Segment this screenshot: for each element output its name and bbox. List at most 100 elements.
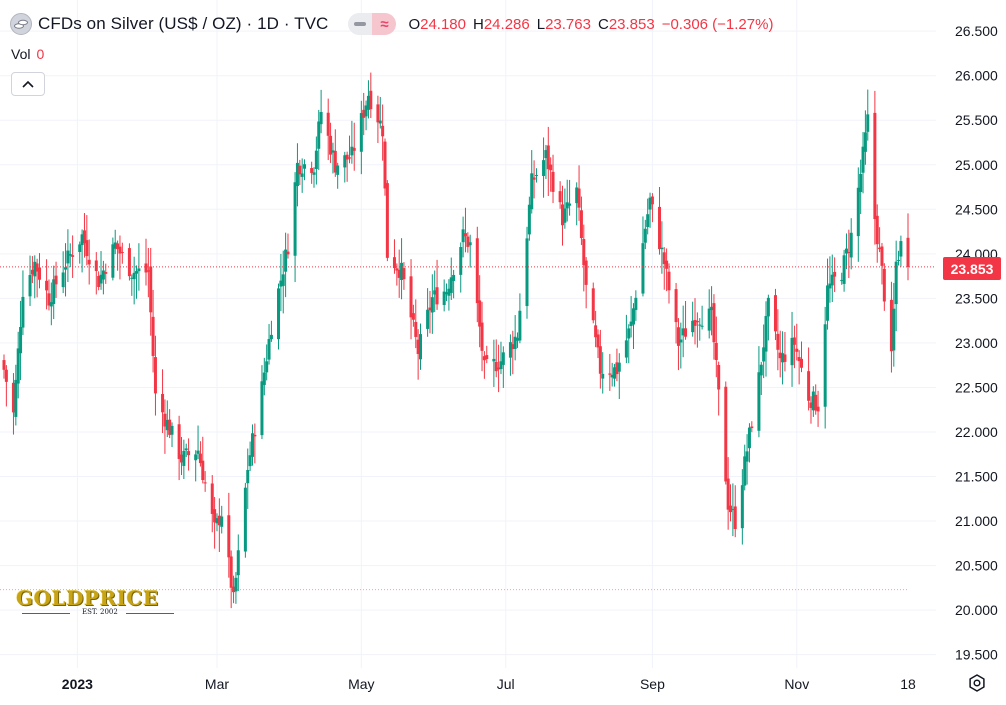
candle-body bbox=[560, 204, 564, 226]
candle-body bbox=[792, 337, 796, 345]
candle-body bbox=[844, 248, 848, 254]
candle-body bbox=[52, 279, 56, 305]
ohlc-open: O24.180 bbox=[408, 15, 466, 33]
time-axis-pane bbox=[0, 668, 1006, 705]
y-tick-label: 25.500 bbox=[955, 112, 998, 128]
candle-body bbox=[215, 518, 219, 524]
y-tick-label: 21.500 bbox=[955, 469, 998, 485]
candle-body bbox=[863, 132, 867, 152]
ohlc-low: L23.763 bbox=[536, 15, 591, 33]
candle-body bbox=[650, 196, 654, 205]
candle-body bbox=[132, 272, 136, 280]
candle-body bbox=[409, 276, 413, 318]
candle-body bbox=[648, 197, 652, 210]
candle-body bbox=[598, 346, 602, 374]
candle-body bbox=[286, 251, 290, 255]
candle-body bbox=[153, 357, 157, 394]
candle-body bbox=[631, 308, 635, 325]
candle-body bbox=[684, 328, 688, 337]
candle-body bbox=[842, 255, 846, 284]
candle-body bbox=[530, 173, 534, 210]
candle-body bbox=[179, 454, 183, 463]
candle-body bbox=[676, 327, 680, 346]
candle-body bbox=[94, 260, 98, 272]
candle-body bbox=[333, 150, 337, 173]
candle-body bbox=[658, 206, 662, 250]
candle-body bbox=[284, 249, 288, 272]
chart-settings-button[interactable] bbox=[965, 673, 989, 697]
candle-body bbox=[161, 393, 165, 413]
candle-body bbox=[428, 307, 432, 311]
candle-body bbox=[773, 295, 777, 332]
candle-body bbox=[617, 362, 621, 372]
candle-body bbox=[797, 357, 801, 362]
candle-body bbox=[54, 275, 58, 285]
candle-body bbox=[120, 252, 124, 254]
candle-body bbox=[733, 506, 737, 530]
candle-body bbox=[352, 147, 356, 151]
candle-body bbox=[608, 373, 612, 375]
candle-body bbox=[643, 228, 647, 243]
candle-body bbox=[840, 279, 844, 281]
candle-body bbox=[532, 177, 536, 180]
candle-body bbox=[144, 263, 148, 273]
candle-body bbox=[279, 280, 283, 287]
candle-body bbox=[667, 271, 671, 291]
candle-body bbox=[281, 274, 285, 286]
candle-body bbox=[213, 509, 217, 523]
candle-body bbox=[78, 244, 82, 252]
candle-body bbox=[19, 326, 23, 354]
candle-body bbox=[577, 188, 581, 208]
candle-body bbox=[594, 325, 598, 338]
candle-body bbox=[757, 372, 761, 431]
candle-body bbox=[303, 164, 307, 169]
symbol-title[interactable]: CFDs on Silver (US$ / OZ) · 1D · TVC bbox=[38, 14, 329, 33]
candle-body bbox=[551, 171, 555, 192]
candle-body bbox=[546, 145, 550, 170]
candle-body bbox=[253, 434, 257, 437]
candle-body bbox=[187, 451, 191, 456]
candle-body bbox=[646, 214, 650, 228]
candle-body bbox=[693, 319, 697, 326]
candle-body bbox=[104, 272, 108, 274]
y-tick-label: 26.000 bbox=[955, 68, 998, 84]
x-tick-label: Nov bbox=[784, 676, 809, 692]
candle-body bbox=[343, 155, 347, 168]
candle-body bbox=[182, 450, 186, 466]
candle-body bbox=[411, 313, 415, 320]
candle-body bbox=[246, 469, 250, 484]
goldprice-logo: GOLDPRICE EST. 2002 bbox=[16, 587, 182, 621]
ohlc-change: −0.306 (−1.27%) bbox=[661, 15, 774, 33]
hide-series-button[interactable] bbox=[348, 13, 373, 35]
candle-body bbox=[449, 277, 453, 293]
y-tick-label: 26.500 bbox=[955, 23, 998, 39]
volume-value: 0 bbox=[36, 46, 45, 62]
settings-icon bbox=[967, 673, 987, 698]
candle-body bbox=[816, 406, 820, 412]
candle-body bbox=[485, 355, 489, 360]
candle-body bbox=[613, 367, 617, 379]
compare-wave-button[interactable]: ≈ bbox=[372, 13, 397, 35]
candle-body bbox=[433, 290, 437, 295]
candle-body bbox=[591, 288, 595, 321]
series-toggle-group: ≈ bbox=[348, 13, 397, 35]
collapse-legend-button[interactable] bbox=[11, 72, 45, 96]
candle-body bbox=[194, 454, 198, 461]
candle-body bbox=[601, 373, 605, 379]
x-tick-label: May bbox=[348, 676, 374, 692]
candle-body bbox=[679, 339, 683, 343]
candle-body bbox=[726, 478, 730, 510]
candle-body bbox=[68, 254, 72, 256]
candle-body bbox=[395, 268, 399, 271]
candle-body bbox=[641, 243, 645, 294]
candle-body bbox=[833, 271, 837, 277]
candle-body bbox=[478, 300, 482, 327]
candle-body bbox=[310, 168, 314, 173]
candle-body bbox=[828, 283, 832, 289]
candle-body bbox=[267, 338, 271, 360]
candle-body bbox=[400, 262, 404, 281]
candle-body bbox=[317, 121, 321, 149]
candle-body bbox=[707, 308, 711, 331]
